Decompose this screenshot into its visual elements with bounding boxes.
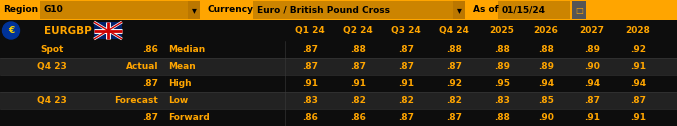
Text: .91: .91 <box>302 79 318 88</box>
Text: .87: .87 <box>302 62 318 71</box>
Text: .87: .87 <box>446 62 462 71</box>
Bar <box>94 22 122 39</box>
Text: .82: .82 <box>398 96 414 105</box>
Text: .87: .87 <box>630 96 646 105</box>
Text: 2026: 2026 <box>533 26 559 35</box>
Text: .88: .88 <box>494 45 510 54</box>
Text: Low: Low <box>168 96 188 105</box>
Text: Q1 24: Q1 24 <box>295 26 325 35</box>
Text: Region: Region <box>3 6 38 14</box>
Text: ▾: ▾ <box>192 5 196 15</box>
Bar <box>0 92 677 109</box>
Text: .87: .87 <box>446 113 462 122</box>
Text: .86: .86 <box>350 113 366 122</box>
Text: 2027: 2027 <box>580 26 605 35</box>
Text: Euro / British Pound Cross: Euro / British Pound Cross <box>257 6 390 14</box>
Text: .91: .91 <box>350 79 366 88</box>
Text: □: □ <box>575 6 583 14</box>
Text: 01/15/24: 01/15/24 <box>502 6 546 14</box>
Text: .87: .87 <box>302 45 318 54</box>
Text: .87: .87 <box>142 113 158 122</box>
Bar <box>572 1 586 19</box>
Text: .92: .92 <box>630 45 646 54</box>
Text: 2025: 2025 <box>489 26 515 35</box>
Bar <box>0 20 677 41</box>
Text: .82: .82 <box>446 96 462 105</box>
Text: .83: .83 <box>302 96 318 105</box>
Text: Currency: Currency <box>207 6 253 14</box>
Text: Median: Median <box>168 45 205 54</box>
Text: .91: .91 <box>584 113 600 122</box>
Bar <box>0 41 677 58</box>
Text: .88: .88 <box>494 113 510 122</box>
Text: Q2 24: Q2 24 <box>343 26 373 35</box>
Text: .91: .91 <box>630 113 646 122</box>
Bar <box>188 1 200 19</box>
Text: .87: .87 <box>142 79 158 88</box>
Bar <box>40 1 188 19</box>
Text: €: € <box>8 26 14 35</box>
Text: Spot: Spot <box>41 45 64 54</box>
Text: Q4 23: Q4 23 <box>37 62 67 71</box>
Text: .87: .87 <box>398 62 414 71</box>
Text: .91: .91 <box>630 62 646 71</box>
Text: .91: .91 <box>398 79 414 88</box>
Bar <box>453 1 465 19</box>
Text: .94: .94 <box>584 79 600 88</box>
Text: .89: .89 <box>538 62 554 71</box>
Bar <box>0 58 677 75</box>
Bar <box>498 1 570 19</box>
Text: .87: .87 <box>398 45 414 54</box>
Text: .94: .94 <box>630 79 646 88</box>
Text: 2028: 2028 <box>626 26 651 35</box>
Text: .89: .89 <box>584 45 600 54</box>
Text: .92: .92 <box>446 79 462 88</box>
Text: .86: .86 <box>142 45 158 54</box>
Text: .88: .88 <box>446 45 462 54</box>
Text: .90: .90 <box>538 113 554 122</box>
Bar <box>0 75 677 92</box>
Text: .87: .87 <box>584 96 600 105</box>
Text: .82: .82 <box>350 96 366 105</box>
Text: Actual: Actual <box>125 62 158 71</box>
Text: .85: .85 <box>538 96 554 105</box>
Text: Q3 24: Q3 24 <box>391 26 421 35</box>
Text: .86: .86 <box>302 113 318 122</box>
Text: .90: .90 <box>584 62 600 71</box>
Text: Q4 24: Q4 24 <box>439 26 469 35</box>
Text: .94: .94 <box>538 79 554 88</box>
Text: .83: .83 <box>494 96 510 105</box>
Text: G10: G10 <box>44 6 64 14</box>
Bar <box>0 0 677 20</box>
Text: EURGBP: EURGBP <box>44 25 92 36</box>
Text: As of: As of <box>473 6 499 14</box>
Text: ▾: ▾ <box>456 5 462 15</box>
Text: .87: .87 <box>350 62 366 71</box>
Bar <box>253 1 453 19</box>
Text: .89: .89 <box>494 62 510 71</box>
Text: Forward: Forward <box>168 113 210 122</box>
Text: Q4 23: Q4 23 <box>37 96 67 105</box>
Text: .88: .88 <box>538 45 554 54</box>
Text: .95: .95 <box>494 79 510 88</box>
Text: Mean: Mean <box>168 62 196 71</box>
Text: .87: .87 <box>398 113 414 122</box>
Text: .88: .88 <box>350 45 366 54</box>
Text: Forecast: Forecast <box>114 96 158 105</box>
Bar <box>0 109 677 126</box>
Circle shape <box>3 22 20 39</box>
Text: High: High <box>168 79 192 88</box>
